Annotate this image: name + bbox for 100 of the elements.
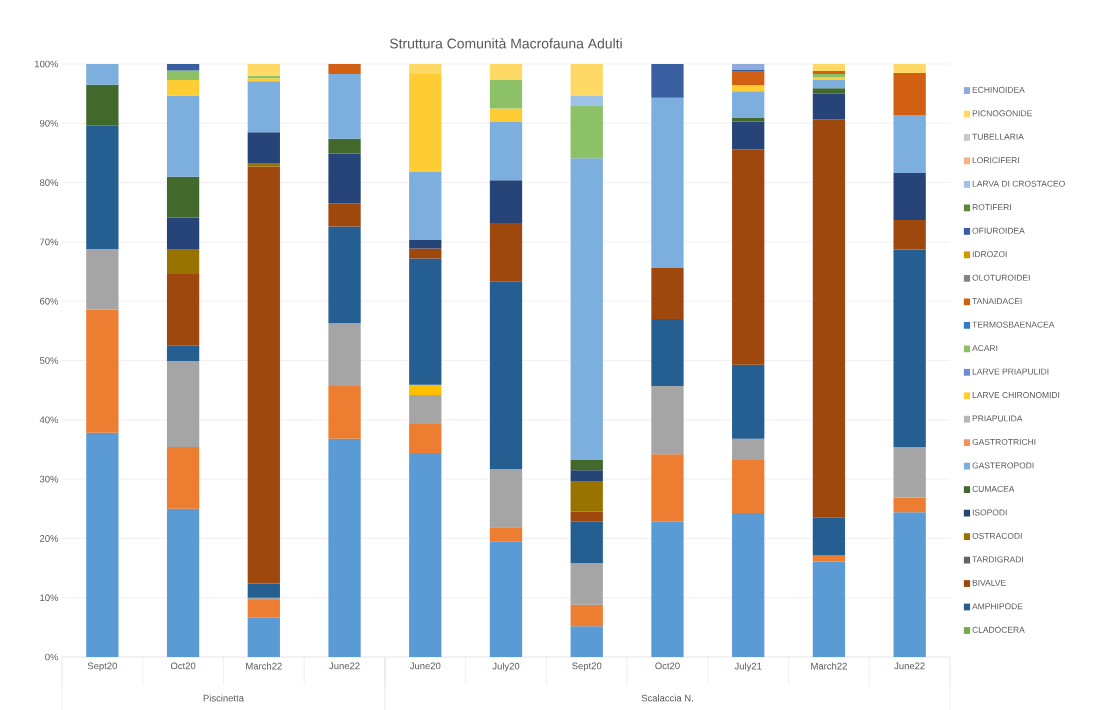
bar	[409, 453, 442, 657]
bar	[328, 138, 361, 154]
bar	[409, 74, 442, 172]
bar	[570, 106, 603, 159]
bar	[86, 125, 119, 250]
bar	[812, 88, 846, 94]
bar	[489, 527, 523, 542]
y-tick-label: 20%	[40, 535, 59, 542]
bar	[86, 84, 119, 126]
bar	[409, 394, 442, 424]
bar	[166, 249, 200, 274]
bar	[812, 517, 846, 556]
legend-label: OLOTUROIDEI	[972, 274, 1030, 281]
bar	[166, 95, 200, 177]
bar	[651, 318, 684, 386]
x-tick-label: Sept20	[572, 662, 602, 672]
bar	[651, 521, 684, 657]
bar	[893, 497, 926, 513]
bar	[651, 267, 684, 319]
bar	[570, 511, 603, 522]
legend-label: ISOPODI	[972, 509, 1007, 516]
bar	[86, 249, 119, 310]
legend-label: LARVA DI CROSTACEO	[972, 180, 1065, 187]
bar	[570, 563, 603, 605]
y-tick-label: 10%	[40, 594, 59, 602]
bar	[166, 447, 200, 509]
bar	[166, 345, 200, 362]
bar	[812, 561, 846, 657]
x-tick-label: Oct20	[655, 662, 680, 670]
bar	[489, 108, 523, 123]
legend-label: CUMACEA	[972, 485, 1015, 492]
bar	[166, 273, 200, 346]
chart-title: Struttura Comunità Macrofauna Adulti	[389, 38, 622, 49]
legend-label: TERMOSBAENACEA	[972, 321, 1055, 328]
x-tick-label: June22	[894, 662, 925, 670]
legend-label: PICNOGONIDE	[972, 110, 1032, 117]
bar	[489, 222, 523, 282]
bar	[812, 93, 846, 120]
bar	[247, 600, 280, 618]
bar	[570, 459, 603, 471]
bar	[812, 79, 846, 89]
bar	[893, 447, 926, 498]
bar	[247, 63, 280, 76]
bar	[893, 173, 926, 220]
legend-label: ACARI	[972, 345, 998, 352]
bar	[247, 166, 280, 584]
x-tick-label: March22	[811, 662, 847, 670]
bar	[732, 460, 765, 513]
legend-label: TARDIGRADI	[972, 556, 1023, 563]
bar	[489, 180, 523, 223]
bar	[86, 309, 119, 433]
x-tick-label: July21	[734, 662, 762, 672]
y-tick-label: 100%	[34, 60, 59, 68]
bar	[570, 470, 603, 481]
bar	[570, 63, 603, 96]
bar	[409, 423, 442, 454]
bar	[247, 163, 280, 167]
bar	[166, 361, 200, 448]
bar	[812, 555, 846, 562]
bar	[166, 508, 200, 657]
legend-label: AMPHIPODE	[972, 603, 1023, 610]
bar	[651, 63, 684, 98]
y-tick-label: 30%	[39, 475, 59, 483]
bar	[166, 176, 200, 218]
bar	[328, 438, 361, 657]
bar	[812, 119, 846, 518]
bar	[732, 85, 765, 92]
legend-label: CLADOCERA	[972, 626, 1025, 633]
legend-label: PRIAPULIDA	[972, 415, 1023, 422]
bar	[328, 226, 361, 324]
x-tick-label: July20	[492, 662, 520, 672]
bar	[328, 323, 361, 386]
bar	[489, 63, 523, 80]
bar	[893, 115, 926, 174]
bar	[166, 217, 200, 250]
legend-label: BIVALVE	[972, 579, 1006, 586]
legend-label: LORICIFERI	[972, 157, 1019, 164]
y-tick-label: 80%	[39, 179, 59, 186]
bar	[166, 80, 200, 96]
bar	[489, 122, 523, 181]
bar	[328, 386, 361, 439]
bar	[489, 281, 523, 470]
x-tick-label: June22	[329, 662, 360, 670]
legend-label: ECHINOIDEA	[972, 86, 1025, 93]
bar	[409, 384, 442, 395]
bar	[570, 95, 603, 107]
bar	[893, 512, 926, 657]
bar	[328, 153, 361, 204]
legend-label: IDROZOI	[972, 251, 1007, 258]
bar	[570, 158, 603, 460]
bar	[328, 74, 361, 139]
bar	[893, 63, 926, 73]
y-tick-label: 90%	[39, 119, 59, 127]
bar	[570, 521, 603, 564]
bar	[328, 63, 361, 75]
bar	[570, 604, 603, 627]
legend-label: LARVE PRIAPULIDI	[972, 368, 1049, 375]
x-tick-label: March22	[246, 662, 282, 670]
bar	[570, 480, 603, 512]
bar	[732, 63, 765, 70]
